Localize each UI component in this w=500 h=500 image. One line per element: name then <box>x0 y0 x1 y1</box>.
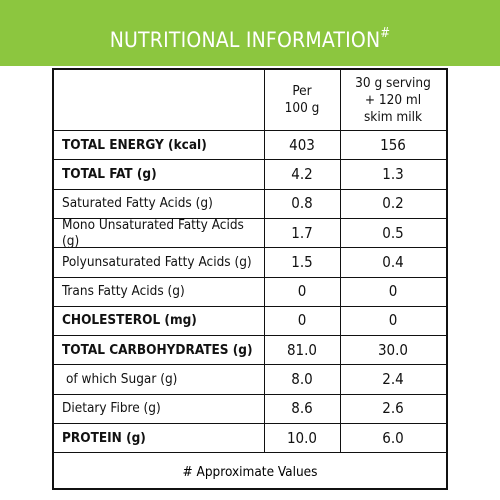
row-divider <box>54 452 446 454</box>
nutrient-label: Dietary Fibre (g) <box>62 400 161 417</box>
column-divider <box>340 70 341 453</box>
row-divider <box>54 364 446 366</box>
nutrient-label: Trans Fatty Acids (g) <box>62 283 185 300</box>
nutrient-value: 403 <box>289 135 315 154</box>
nutrient-value: 4.2 <box>291 164 313 183</box>
nutrient-value: 1.5 <box>291 252 313 271</box>
nutrient-value: 6.0 <box>382 428 404 447</box>
column-header: Per 100 g <box>264 70 340 130</box>
row-divider <box>54 276 446 278</box>
nutrient-value: 8.6 <box>291 399 313 418</box>
nutrient-value: 8.0 <box>291 370 313 389</box>
nutrient-value: 0 <box>388 311 398 330</box>
nutrient-label: of which Sugar (g) <box>66 371 178 388</box>
nutrient-value: 0 <box>297 311 307 330</box>
nutrient-value: 1.3 <box>382 164 404 183</box>
title: NUTRITIONAL INFORMATION# <box>0 26 500 52</box>
row-divider <box>54 247 446 249</box>
column-divider <box>264 70 265 453</box>
row-divider <box>54 159 446 161</box>
header-banner <box>0 0 500 66</box>
row-divider <box>54 130 446 131</box>
nutrient-value: 0.5 <box>382 223 404 242</box>
row-divider <box>54 423 446 424</box>
column-header-line: Per <box>292 83 312 99</box>
nutrient-value: 156 <box>380 135 406 154</box>
nutrient-label: Mono Unsaturated Fatty Acids (g) <box>62 216 244 249</box>
nutrient-value: 0 <box>388 282 398 301</box>
column-header: 30 g serving + 120 ml skim milk <box>340 70 446 130</box>
row-divider <box>54 393 446 395</box>
nutrient-label: Saturated Fatty Acids (g) <box>62 195 213 212</box>
footnote: # Approximate Values <box>182 464 318 481</box>
nutrient-value: 1.7 <box>291 223 313 242</box>
nutrient-value: 0.4 <box>382 252 404 271</box>
row-divider <box>54 217 446 219</box>
nutrient-value: 2.6 <box>382 399 404 418</box>
nutrient-value: 0.2 <box>382 194 404 213</box>
nutrient-value: 81.0 <box>286 340 318 359</box>
nutrition-table: Per 100 g 30 g serving + 120 ml skim milk TOT… <box>52 68 448 490</box>
nutrient-label: TOTAL ENERGY (kcal) <box>62 136 207 153</box>
nutrient-label: CHOLESTEROL (mg) <box>62 312 197 329</box>
nutrient-value: 10.0 <box>286 428 318 447</box>
nutrient-value: 0.8 <box>291 194 313 213</box>
column-header-line: + 120 ml <box>364 91 422 108</box>
column-header-line: 100 g <box>284 100 320 116</box>
nutrient-value: 2.4 <box>382 370 404 389</box>
column-header-line: 30 g serving <box>355 74 431 91</box>
row-divider <box>54 335 446 337</box>
nutrient-label: TOTAL CARBOHYDRATES (g) <box>62 341 253 358</box>
nutrient-value: 0 <box>297 282 307 301</box>
row-divider <box>54 305 446 307</box>
title-text: NUTRITIONAL INFORMATION <box>109 28 381 52</box>
row-divider <box>54 188 446 190</box>
column-header-line: skim milk <box>363 108 423 125</box>
nutrient-label: PROTEIN (g) <box>62 429 146 446</box>
nutrient-label: Polyunsaturated Fatty Acids (g) <box>62 253 252 270</box>
title-mark: # <box>380 26 391 41</box>
nutrient-label: TOTAL FAT (g) <box>62 165 157 182</box>
nutrient-value: 30.0 <box>377 340 409 359</box>
